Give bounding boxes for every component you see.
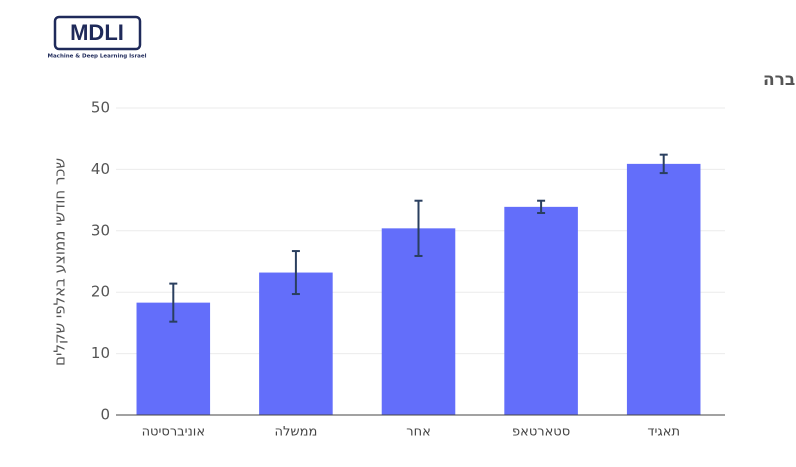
logo-frame: [53, 15, 142, 51]
logo: MDLI Machine & Deep Learning Israel: [48, 15, 147, 60]
chart-title: שכר לפי סוג החברה: [763, 70, 796, 90]
error-bar: [169, 282, 178, 323]
bar: [626, 163, 701, 415]
error-bar: [291, 250, 300, 296]
y-tick-label: 20: [91, 283, 110, 301]
y-tick-label: 30: [91, 221, 110, 239]
y-tick-label: 0: [100, 406, 110, 424]
y-axis-label: שכר חודשי ממוצע באלפי שקלים: [51, 158, 69, 366]
bar: [381, 228, 456, 415]
error-bar: [414, 199, 423, 257]
error-bar: [537, 199, 546, 214]
logo-subtitle: Machine & Deep Learning Israel: [48, 54, 147, 60]
x-tick-label: אוניברסיטה: [142, 425, 205, 440]
y-tick-label: 10: [91, 344, 110, 362]
logo-title: MDLI: [70, 20, 124, 45]
x-tick-label: תאגיד: [647, 425, 680, 440]
error-bar: [659, 153, 668, 175]
x-tick-label: אחר: [406, 425, 431, 440]
y-tick-label: 50: [91, 99, 110, 117]
x-tick-label: ממשלה: [275, 425, 318, 440]
y-tick-label: 40: [91, 160, 110, 178]
bar: [259, 272, 333, 415]
bar: [504, 206, 578, 415]
x-tick-label: סטארטאפ: [512, 425, 570, 440]
